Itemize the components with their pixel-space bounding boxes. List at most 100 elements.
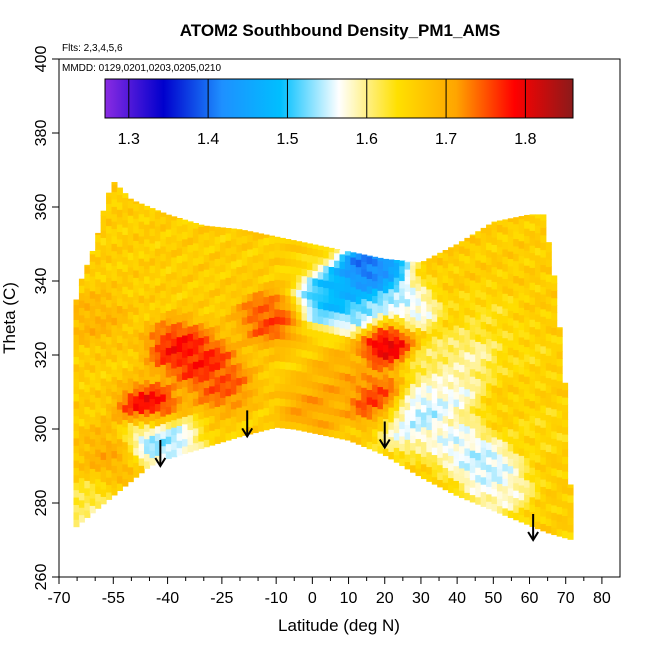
heatmap-cell [388, 429, 395, 438]
heatmap-cell [247, 248, 254, 257]
heatmap-cell [524, 390, 531, 399]
heatmap-cell [95, 500, 102, 509]
heatmap-cell [339, 253, 346, 262]
heatmap-cell [192, 405, 199, 414]
heatmap-cell [138, 228, 145, 237]
heatmap-cell [545, 242, 552, 245]
heatmap-cell [220, 315, 227, 324]
heatmap-cell [496, 320, 503, 329]
heatmap-cell [198, 322, 205, 331]
heatmap-cell [323, 405, 330, 414]
heatmap-cell [361, 298, 368, 307]
heatmap-cell [111, 258, 118, 267]
heatmap-cell [274, 419, 281, 428]
heatmap-cell [274, 323, 281, 332]
heatmap-cell [122, 286, 129, 295]
heatmap-cell [89, 283, 96, 292]
heatmap-cell [377, 393, 384, 402]
heatmap-cell [236, 259, 243, 268]
heatmap-cell [372, 280, 379, 289]
heatmap-cell [448, 388, 455, 397]
heatmap-cell [334, 341, 341, 350]
heatmap-cell [230, 356, 237, 365]
heatmap-cell [355, 421, 362, 430]
heatmap-cell [469, 324, 476, 333]
heatmap-cell [567, 502, 574, 511]
heatmap-cell [116, 312, 123, 321]
heatmap-cell [236, 236, 243, 245]
heatmap-cell [187, 281, 194, 290]
heatmap-cell [241, 316, 248, 325]
heatmap-cell [453, 317, 460, 326]
heatmap-cell [247, 278, 254, 287]
heatmap-cell [171, 316, 178, 325]
heatmap-cell [355, 399, 362, 408]
heatmap-cell [545, 333, 552, 342]
heatmap-cell [279, 272, 286, 281]
heatmap-cell [518, 322, 525, 331]
heatmap-cell [529, 237, 536, 246]
heatmap-cell [518, 218, 525, 227]
heatmap-cell [556, 484, 563, 493]
heatmap-cell [144, 401, 151, 410]
heatmap-cell [247, 337, 254, 346]
heatmap-cell [268, 272, 275, 281]
heatmap-cell [545, 377, 552, 386]
heatmap-cell [366, 337, 373, 346]
heatmap-cell [372, 295, 379, 304]
heatmap-cell [551, 305, 558, 314]
heatmap-cell [127, 474, 134, 483]
heatmap-cell [442, 430, 449, 439]
heatmap-cell [469, 287, 476, 296]
heatmap-cell [111, 272, 118, 281]
heatmap-cell [116, 327, 123, 336]
heatmap-cell [106, 329, 113, 338]
heatmap-cell [154, 344, 161, 353]
heatmap-cell [491, 273, 498, 282]
heatmap-cell [160, 212, 167, 217]
heatmap-cell [388, 443, 395, 452]
heatmap-cell [382, 285, 389, 294]
heatmap-cell [431, 328, 438, 337]
heatmap-cell [100, 481, 107, 490]
heatmap-cell [122, 323, 129, 332]
heatmap-cell [236, 333, 243, 342]
heatmap-cell [339, 394, 346, 403]
heatmap-cell [393, 417, 400, 426]
heatmap-cell [203, 365, 210, 374]
heatmap-cell [562, 382, 569, 391]
heatmap-cell [127, 422, 134, 431]
heatmap-cell [486, 353, 493, 362]
heatmap-cell [350, 286, 357, 295]
heatmap-cell [100, 407, 107, 416]
heatmap-cell [486, 360, 493, 369]
heatmap-cell [127, 370, 134, 379]
heatmap-cell [247, 293, 254, 302]
heatmap-cell [388, 303, 395, 312]
heatmap-cell [551, 327, 558, 336]
heatmap-cell [290, 303, 297, 312]
heatmap-cell [388, 259, 395, 267]
heatmap-cell [209, 408, 216, 416]
heatmap-cell [399, 287, 406, 296]
heatmap-cell [165, 243, 172, 252]
heatmap-cell [524, 242, 531, 251]
heatmap-cell [442, 334, 449, 343]
heatmap-cell [426, 274, 433, 283]
heatmap-cell [502, 271, 509, 280]
heatmap-cell [247, 330, 254, 339]
heatmap-cell [388, 399, 395, 408]
heatmap-cell [328, 258, 335, 267]
heatmap-cell [192, 257, 199, 266]
heatmap-cell [230, 327, 237, 336]
heatmap-cell [437, 390, 444, 399]
heatmap-cell [73, 430, 80, 439]
heatmap-cell [279, 420, 286, 429]
heatmap-cell [486, 404, 493, 413]
heatmap-cell [192, 223, 199, 229]
heatmap-cell [480, 284, 487, 293]
heatmap-cell [464, 366, 471, 375]
heatmap-cell [507, 473, 514, 482]
heatmap-cell [73, 299, 80, 306]
heatmap-cell [209, 400, 216, 409]
